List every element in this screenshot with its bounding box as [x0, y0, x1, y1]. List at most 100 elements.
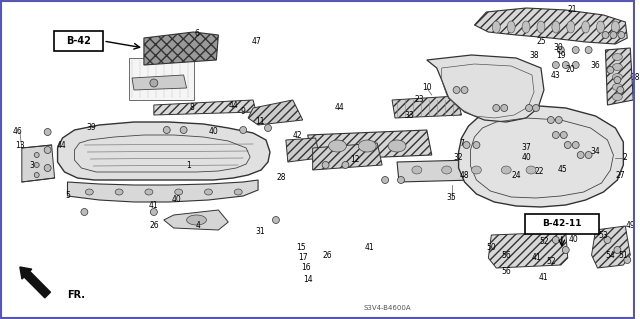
Text: 56: 56 — [501, 268, 511, 277]
Circle shape — [44, 165, 51, 172]
Text: 26: 26 — [149, 220, 159, 229]
Text: 3: 3 — [29, 160, 34, 169]
Polygon shape — [427, 55, 544, 122]
Polygon shape — [248, 100, 303, 125]
FancyArrow shape — [20, 267, 51, 298]
Circle shape — [585, 152, 592, 159]
Ellipse shape — [85, 189, 93, 195]
Ellipse shape — [567, 21, 575, 33]
Circle shape — [525, 105, 532, 112]
Text: 44: 44 — [228, 100, 238, 109]
Circle shape — [552, 131, 559, 138]
Text: B-42-11: B-42-11 — [542, 219, 582, 228]
Ellipse shape — [328, 140, 346, 152]
Text: S3V4-B4600A: S3V4-B4600A — [364, 305, 411, 311]
Circle shape — [81, 209, 88, 216]
Polygon shape — [164, 210, 228, 230]
Polygon shape — [154, 100, 256, 115]
Text: 44: 44 — [57, 140, 67, 150]
Circle shape — [563, 62, 569, 69]
Ellipse shape — [552, 21, 560, 33]
Text: 34: 34 — [591, 147, 600, 157]
Ellipse shape — [612, 84, 622, 91]
Polygon shape — [392, 96, 461, 118]
Text: 20: 20 — [566, 65, 575, 75]
Circle shape — [463, 142, 470, 149]
Polygon shape — [591, 226, 630, 268]
Ellipse shape — [175, 189, 182, 195]
Text: 33: 33 — [404, 110, 414, 120]
Text: FR.: FR. — [67, 290, 86, 300]
Polygon shape — [144, 32, 218, 65]
Text: 5: 5 — [65, 190, 70, 199]
Text: 32: 32 — [454, 153, 463, 162]
Circle shape — [44, 129, 51, 136]
Circle shape — [577, 152, 584, 159]
Text: 52: 52 — [546, 257, 556, 266]
Text: 41: 41 — [149, 201, 159, 210]
Text: 6: 6 — [194, 28, 199, 38]
FancyBboxPatch shape — [525, 214, 598, 234]
Ellipse shape — [522, 21, 530, 33]
Circle shape — [564, 142, 572, 149]
Text: 50: 50 — [486, 243, 496, 253]
Text: 37: 37 — [576, 227, 586, 236]
Text: 41: 41 — [364, 243, 374, 253]
Polygon shape — [605, 48, 633, 105]
Polygon shape — [132, 75, 187, 90]
Circle shape — [552, 236, 559, 243]
Text: 56: 56 — [501, 250, 511, 259]
Text: 41: 41 — [539, 273, 548, 283]
Circle shape — [473, 142, 480, 149]
Text: 19: 19 — [556, 50, 566, 60]
Circle shape — [322, 161, 329, 168]
Text: 15: 15 — [296, 243, 305, 253]
Text: B-42: B-42 — [66, 36, 91, 46]
Text: 26: 26 — [323, 250, 332, 259]
Circle shape — [556, 116, 563, 123]
Text: 48: 48 — [460, 170, 469, 180]
Ellipse shape — [612, 54, 622, 61]
Text: 46: 46 — [13, 128, 23, 137]
Circle shape — [572, 142, 579, 149]
Ellipse shape — [612, 63, 622, 70]
Text: 44: 44 — [335, 103, 344, 113]
Circle shape — [560, 131, 567, 138]
Text: 25: 25 — [536, 38, 546, 47]
Text: 40: 40 — [172, 196, 182, 204]
Circle shape — [624, 256, 631, 263]
Text: 4: 4 — [196, 220, 201, 229]
Circle shape — [461, 86, 468, 93]
Circle shape — [585, 47, 592, 54]
Polygon shape — [67, 180, 258, 202]
Polygon shape — [58, 122, 270, 180]
Text: 31: 31 — [255, 227, 265, 236]
Text: 13: 13 — [15, 140, 25, 150]
Circle shape — [44, 146, 51, 153]
Text: 1: 1 — [186, 160, 191, 169]
Circle shape — [264, 124, 271, 131]
Polygon shape — [397, 158, 550, 182]
Text: 9: 9 — [241, 108, 246, 116]
Text: 27: 27 — [616, 170, 625, 180]
Text: 11: 11 — [255, 117, 265, 127]
Text: 40: 40 — [569, 235, 579, 244]
Ellipse shape — [388, 140, 406, 152]
Text: 40: 40 — [521, 153, 531, 162]
Polygon shape — [459, 105, 623, 207]
Text: 35: 35 — [447, 194, 456, 203]
Polygon shape — [308, 130, 432, 160]
Text: 51: 51 — [618, 250, 628, 259]
Text: 21: 21 — [568, 5, 577, 14]
Circle shape — [617, 86, 624, 93]
Circle shape — [547, 116, 554, 123]
Text: 30: 30 — [553, 43, 563, 53]
Circle shape — [150, 209, 157, 216]
Circle shape — [273, 217, 280, 224]
Circle shape — [180, 127, 187, 133]
Circle shape — [618, 32, 625, 39]
Ellipse shape — [508, 21, 515, 33]
Text: 29: 29 — [591, 216, 600, 225]
Text: 47: 47 — [252, 38, 261, 47]
Circle shape — [397, 176, 404, 183]
